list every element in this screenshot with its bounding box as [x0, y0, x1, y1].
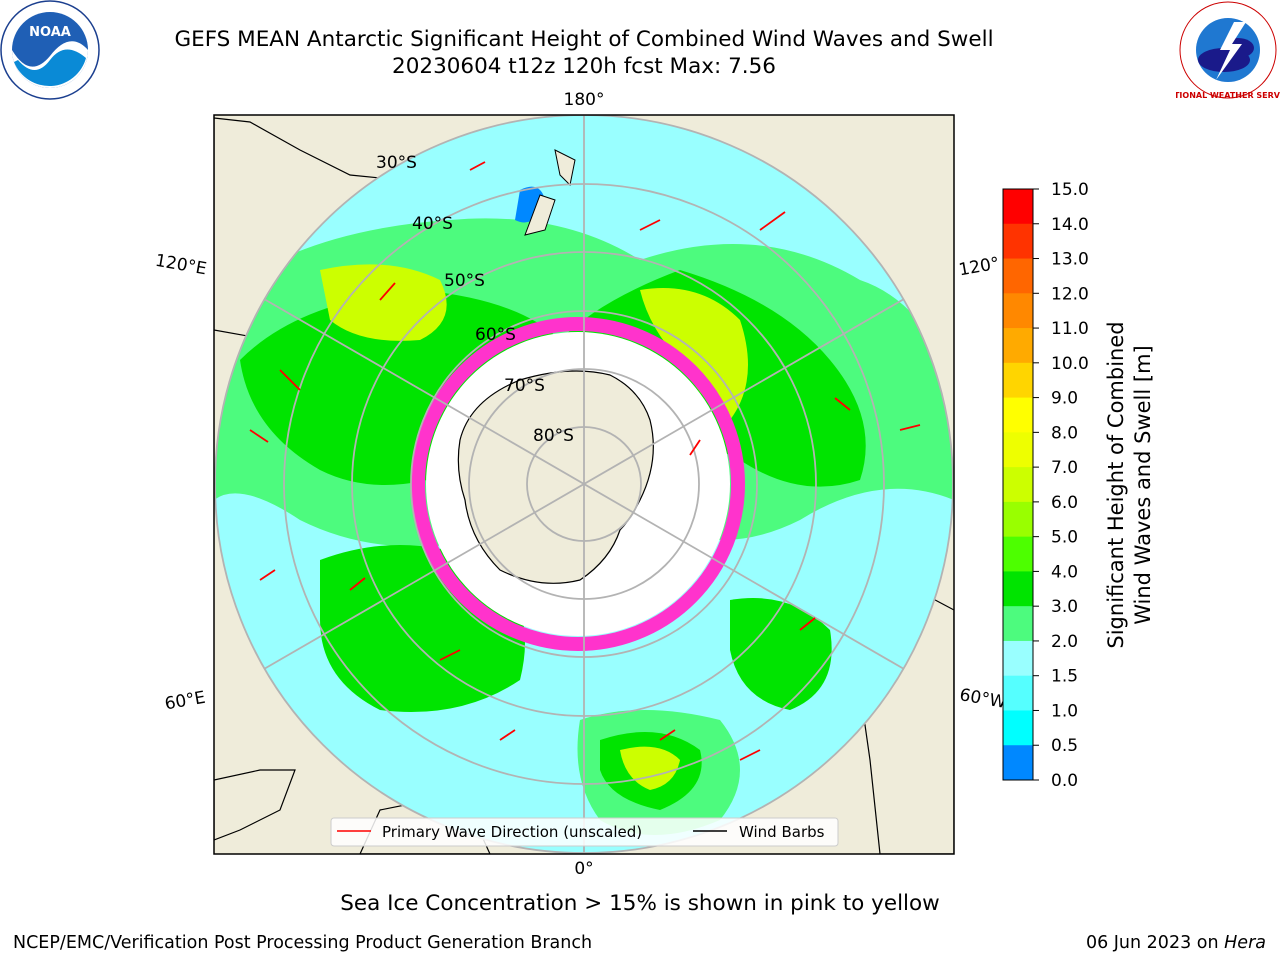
- lon-label-120e: 120°E: [154, 251, 208, 280]
- colorbar-tick-label: 1.0: [1051, 701, 1078, 721]
- map-legend: Primary Wave Direction (unscaled) Wind B…: [330, 817, 839, 847]
- colorbar-tick-label: 12.0: [1051, 284, 1089, 304]
- colorbar-segment: [1003, 745, 1033, 781]
- wave-direction-arrows: [249, 161, 921, 761]
- noaa-logo-icon: NOAA: [0, 0, 100, 100]
- legend-barb-label: Wind Barbs: [739, 823, 825, 841]
- colorbar-segment: [1003, 675, 1033, 711]
- colorbar-segment: [1003, 432, 1033, 468]
- colorbar-segment: [1003, 536, 1033, 572]
- colorbar-segment: [1003, 467, 1033, 503]
- colorbar-tick-label: 6.0: [1051, 493, 1078, 513]
- colorbar-tick-label: 5.0: [1051, 528, 1078, 548]
- nws-logo-icon: NATIONAL WEATHER SERVICE: [1176, 1, 1280, 100]
- colorbar-segment: [1003, 501, 1033, 538]
- colorbar-tick-label: 8.0: [1051, 423, 1078, 443]
- colorbar-segment: [1003, 571, 1033, 607]
- chart-title: GEFS MEAN Antarctic Significant Height o…: [174, 27, 994, 52]
- colorbar: 15.0 14.0 13.0 12.0 11.0 10.0 9.0 8.0 7.0 6.0 5.0 4…: [1002, 180, 1155, 791]
- band-6-7m-east: [640, 288, 748, 420]
- colorbar-segment: [1003, 189, 1033, 225]
- colorbar-tick-label: 15.0: [1051, 180, 1089, 200]
- madagascar-land: [214, 769, 296, 841]
- nws-logo-text: NATIONAL WEATHER SERVICE: [1176, 91, 1280, 100]
- colorbar-segment: [1003, 362, 1033, 399]
- colorbar-tick-label: 7.0: [1051, 458, 1078, 478]
- colorbar-tick-label: 14.0: [1051, 215, 1089, 235]
- colorbar-tick-label: 2.0: [1051, 632, 1078, 652]
- band-6-7m-west: [320, 264, 447, 341]
- lat-label-50s: 50°S: [444, 271, 485, 291]
- colorbar-segment: [1003, 293, 1033, 329]
- colorbar-segment: [1003, 606, 1033, 642]
- colorbar-label-line1: Significant Height of Combined: [1104, 321, 1128, 648]
- lat-label-70s: 70°S: [504, 376, 545, 396]
- colorbar-label-line2: Wind Waves and Swell [m]: [1131, 345, 1155, 625]
- colorbar-tick-label: 3.0: [1051, 597, 1078, 617]
- colorbar-segment: [1003, 223, 1033, 260]
- colorbar-tick-label: 1.5: [1051, 667, 1078, 687]
- colorbar-tick-label: 13.0: [1051, 250, 1089, 270]
- colorbar-tick-label: 9.0: [1051, 389, 1078, 409]
- credit-left: NCEP/EMC/Verification Post Processing Pr…: [13, 933, 593, 953]
- colorbar-segment: [1003, 328, 1033, 364]
- colorbar-tick-label: 0.5: [1051, 736, 1078, 756]
- credit-machine: Hera: [1224, 933, 1266, 953]
- colorbar-tick-label: 10.0: [1051, 354, 1089, 374]
- lon-label-0: 0°: [574, 859, 593, 879]
- sea-ice-ring: [411, 317, 745, 651]
- lon-label-60w: 60°W: [958, 685, 1008, 713]
- graticule: [214, 115, 954, 854]
- colorbar-tick-label: 4.0: [1051, 562, 1078, 582]
- lat-label-80s: 80°S: [533, 426, 574, 446]
- colorbar-tick-label: 11.0: [1051, 319, 1089, 339]
- lat-label-60s: 60°S: [475, 325, 516, 345]
- map-frame: [213, 114, 955, 855]
- colorbar-segment: [1003, 397, 1033, 433]
- credit-date: 06 Jun 2023 on: [1085, 933, 1225, 953]
- noaa-logo-text: NOAA: [29, 25, 71, 40]
- colorbar-segment: [1003, 710, 1033, 746]
- lon-label-60e: 60°E: [163, 688, 207, 715]
- colorbar-segment: [1003, 258, 1033, 294]
- colorbar-tick-label: 0.0: [1051, 771, 1078, 791]
- lon-label-120w: 120°: [957, 254, 1001, 281]
- chart-subtitle: 20230604 t12z 120h fcst Max: 7.56: [392, 54, 776, 79]
- credit-right: 06 Jun 2023 on Hera: [1086, 933, 1266, 953]
- lon-label-180: 180°: [564, 90, 605, 110]
- lat-label-40s: 40°S: [412, 214, 453, 234]
- legend-wave-label: Primary Wave Direction (unscaled): [382, 823, 642, 841]
- sea-ice-note: Sea Ice Concentration > 15% is shown in …: [340, 891, 940, 916]
- colorbar-segment: [1003, 640, 1033, 677]
- lat-label-30s: 30°S: [376, 153, 417, 173]
